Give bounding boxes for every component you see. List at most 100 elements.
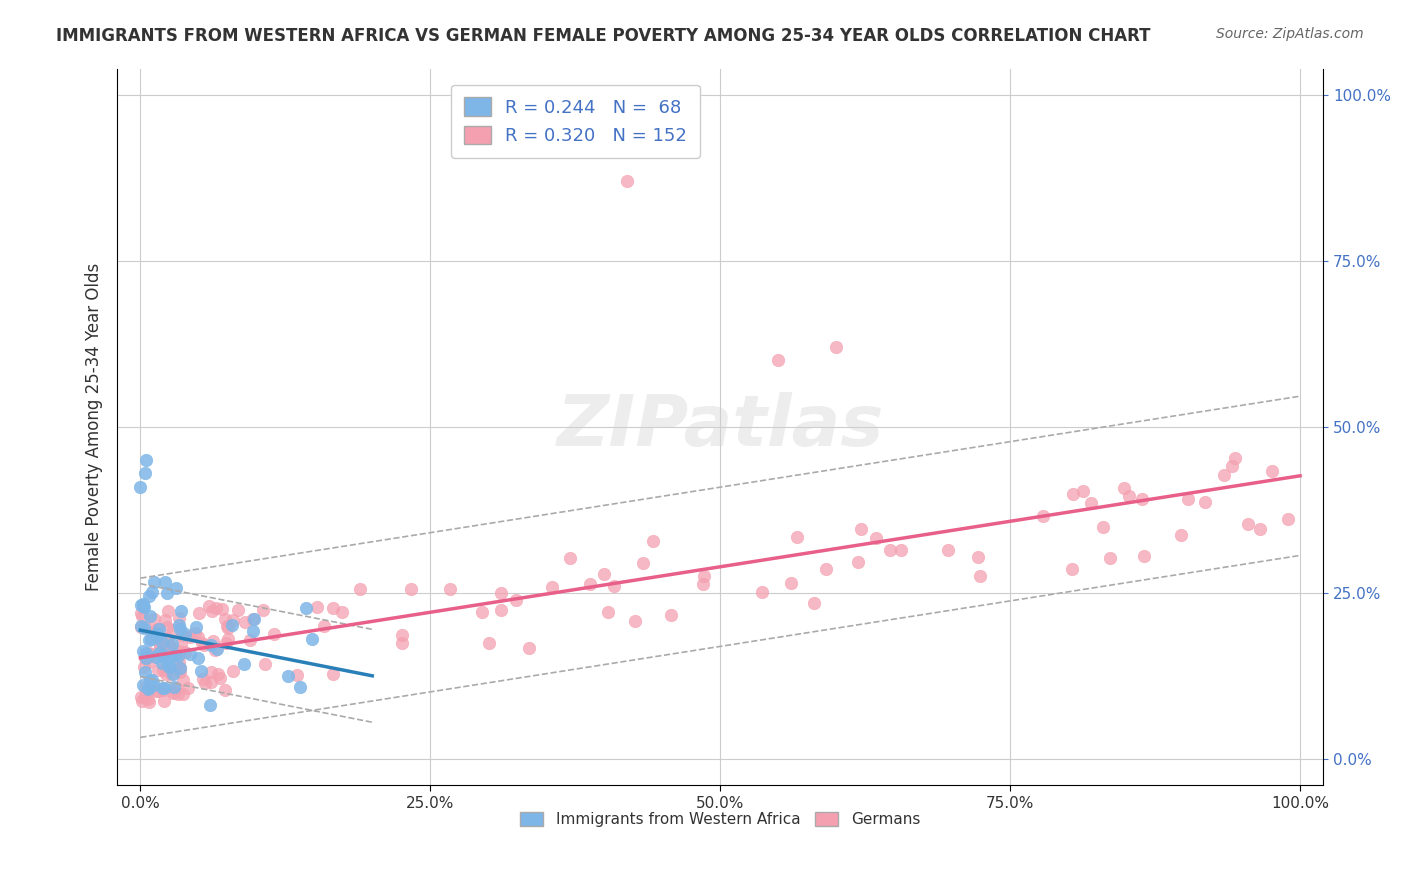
Point: [301, 632, 323, 647]
Point: [131, 619, 153, 633]
Point: [603, 579, 626, 593]
Point: [169, 665, 191, 679]
Point: [167, 687, 190, 701]
Legend: Immigrants from Western Africa, Germans: Immigrants from Western Africa, Germans: [513, 805, 928, 835]
Point: [222, 613, 245, 627]
Point: [173, 645, 195, 659]
Point: [146, 626, 169, 640]
Point: [141, 632, 163, 646]
Point: [766, 353, 789, 368]
Point: [786, 530, 808, 544]
Point: [890, 542, 912, 557]
Point: [187, 631, 209, 645]
Point: [846, 555, 869, 569]
Point: [1194, 494, 1216, 508]
Point: [477, 636, 499, 650]
Point: [969, 569, 991, 583]
Point: [138, 673, 160, 687]
Point: [139, 609, 162, 624]
Point: [659, 607, 682, 622]
Point: [598, 605, 620, 619]
Point: [167, 644, 190, 658]
Point: [330, 605, 353, 619]
Point: [139, 647, 162, 661]
Point: [152, 683, 174, 698]
Point: [162, 681, 184, 695]
Point: [138, 695, 160, 709]
Point: [159, 657, 181, 672]
Point: [221, 617, 243, 632]
Point: [179, 630, 201, 644]
Point: [162, 686, 184, 700]
Point: [138, 589, 160, 603]
Point: [162, 637, 184, 651]
Point: [295, 601, 318, 615]
Point: [1133, 549, 1156, 564]
Point: [132, 659, 155, 673]
Point: [141, 673, 163, 687]
Point: [157, 604, 180, 618]
Point: [135, 649, 157, 664]
Point: [145, 684, 167, 698]
Point: [592, 566, 614, 581]
Point: [1092, 519, 1115, 533]
Point: [865, 531, 887, 545]
Point: [157, 639, 180, 653]
Point: [1170, 528, 1192, 542]
Point: [131, 599, 153, 614]
Point: [149, 639, 172, 653]
Point: [135, 453, 157, 467]
Point: [391, 627, 413, 641]
Point: [1237, 516, 1260, 531]
Point: [1213, 468, 1236, 483]
Point: [138, 656, 160, 670]
Point: [150, 656, 173, 670]
Point: [131, 677, 153, 691]
Point: [217, 632, 239, 646]
Point: [184, 626, 207, 640]
Point: [146, 627, 169, 641]
Point: [631, 557, 654, 571]
Point: [184, 620, 207, 634]
Point: [157, 637, 180, 651]
Point: [134, 680, 156, 694]
Point: [641, 534, 664, 549]
Point: [222, 665, 245, 679]
Point: [849, 522, 872, 536]
Point: [132, 622, 155, 636]
Point: [156, 632, 179, 647]
Point: [349, 582, 371, 597]
Point: [159, 659, 181, 673]
Point: [138, 682, 160, 697]
Point: [879, 542, 901, 557]
Point: [150, 635, 173, 649]
Point: [194, 675, 217, 690]
Point: [197, 599, 219, 613]
Point: [277, 668, 299, 682]
Point: [142, 678, 165, 692]
Point: [208, 671, 231, 685]
Point: [177, 681, 200, 695]
Point: [211, 602, 233, 616]
Point: [170, 637, 193, 651]
Point: [162, 667, 184, 681]
Point: [541, 580, 564, 594]
Point: [239, 632, 262, 647]
Point: [152, 647, 174, 661]
Point: [263, 626, 285, 640]
Text: ZIPatlas: ZIPatlas: [557, 392, 884, 461]
Point: [146, 683, 169, 698]
Point: [156, 586, 179, 600]
Point: [322, 601, 344, 615]
Point: [193, 638, 215, 652]
Point: [803, 596, 825, 610]
Point: [200, 665, 222, 679]
Point: [242, 612, 264, 626]
Point: [226, 603, 249, 617]
Point: [132, 597, 155, 611]
Point: [163, 648, 186, 662]
Point: [167, 655, 190, 669]
Point: [1277, 512, 1299, 526]
Point: [152, 663, 174, 677]
Point: [146, 629, 169, 643]
